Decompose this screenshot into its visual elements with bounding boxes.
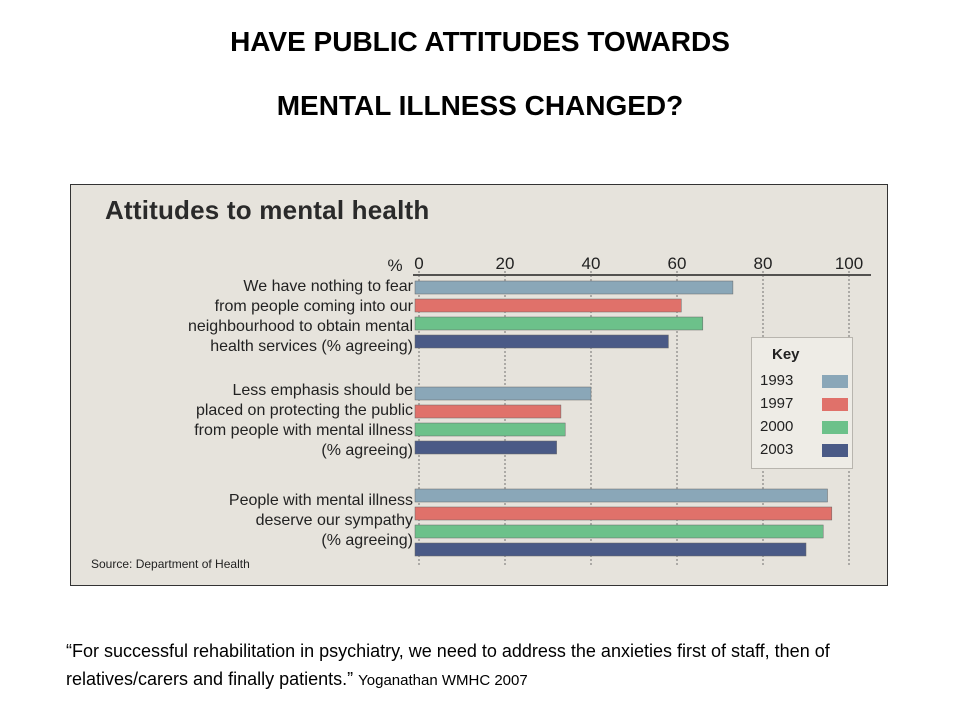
- legend-title: Key: [772, 346, 800, 363]
- legend-swatch: [822, 444, 848, 457]
- bar-chart: 0 20 40 60 80 100%: [387, 254, 871, 565]
- category-label-line: (% agreeing): [321, 532, 413, 549]
- category-label: We have nothing to fear from people comin…: [131, 277, 413, 357]
- category-label-line: deserve our sympathy: [255, 512, 413, 529]
- chart-source: Source: Department of Health: [91, 557, 250, 571]
- bar: [414, 298, 682, 313]
- x-tick-label: 40: [582, 254, 601, 273]
- newspaper-chart-clipping: 0 20 40 60 80 100% Attitudes to mental health…: [70, 184, 888, 586]
- category-label-line: from people with mental illness: [194, 422, 413, 439]
- legend-swatch: [822, 398, 848, 411]
- legend-item-label: 2000: [760, 418, 794, 435]
- bar: [414, 386, 592, 401]
- legend-item-label: 1993: [760, 372, 794, 389]
- legend-swatch: [822, 421, 848, 434]
- bar: [414, 404, 562, 419]
- legend-item: 2000: [760, 418, 850, 438]
- slide-title-line-1: HAVE PUBLIC ATTITUDES TOWARDS: [230, 26, 730, 57]
- x-tick-label: 0: [414, 254, 423, 273]
- x-tick-label: 80: [754, 254, 773, 273]
- category-label: People with mental illness deserve our sy…: [131, 491, 413, 551]
- bar: [414, 506, 833, 521]
- category-label: Less emphasis should be placed on protect…: [131, 381, 413, 461]
- bar: [414, 280, 734, 295]
- quote-attribution: Yoganathan WMHC 2007: [358, 672, 528, 689]
- legend-item-label: 1997: [760, 395, 794, 412]
- legend: Key 1993 1997 2000 2003: [751, 337, 853, 469]
- chart-title: Attitudes to mental health: [105, 195, 430, 225]
- category-label-line: neighbourhood to obtain mental: [187, 318, 413, 335]
- category-label-line: placed on protecting the public: [195, 402, 413, 419]
- bar: [414, 542, 807, 557]
- bar: [414, 334, 669, 349]
- slide-title-line-2: MENTAL ILLNESS CHANGED?: [276, 90, 684, 121]
- legend-swatch: [822, 375, 848, 388]
- legend-item-label: 2003: [760, 441, 794, 458]
- x-tick-label: 20: [496, 254, 515, 273]
- quote-text: “For successful rehabilitation in psychi…: [66, 641, 830, 689]
- legend-item: 2003: [760, 441, 850, 461]
- bar: [414, 524, 824, 539]
- bar: [414, 488, 828, 503]
- bar: [414, 422, 566, 437]
- bar: [414, 316, 704, 331]
- category-label-line: health services (% agreeing): [210, 338, 413, 355]
- quote-block: “For successful rehabilitation in psychi…: [66, 637, 896, 695]
- category-label-line: from people coming into our: [214, 298, 413, 315]
- category-label-line: Less emphasis should be: [232, 382, 413, 399]
- bar: [414, 440, 557, 455]
- legend-item: 1993: [760, 372, 850, 392]
- category-label-line: We have nothing to fear: [243, 278, 413, 295]
- legend-item: 1997: [760, 395, 850, 415]
- x-axis-unit-label: %: [387, 256, 402, 275]
- x-tick-label: 60: [668, 254, 687, 273]
- category-label-line: (% agreeing): [321, 442, 413, 459]
- x-tick-label: 100: [835, 254, 863, 273]
- category-label-line: People with mental illness: [228, 492, 413, 509]
